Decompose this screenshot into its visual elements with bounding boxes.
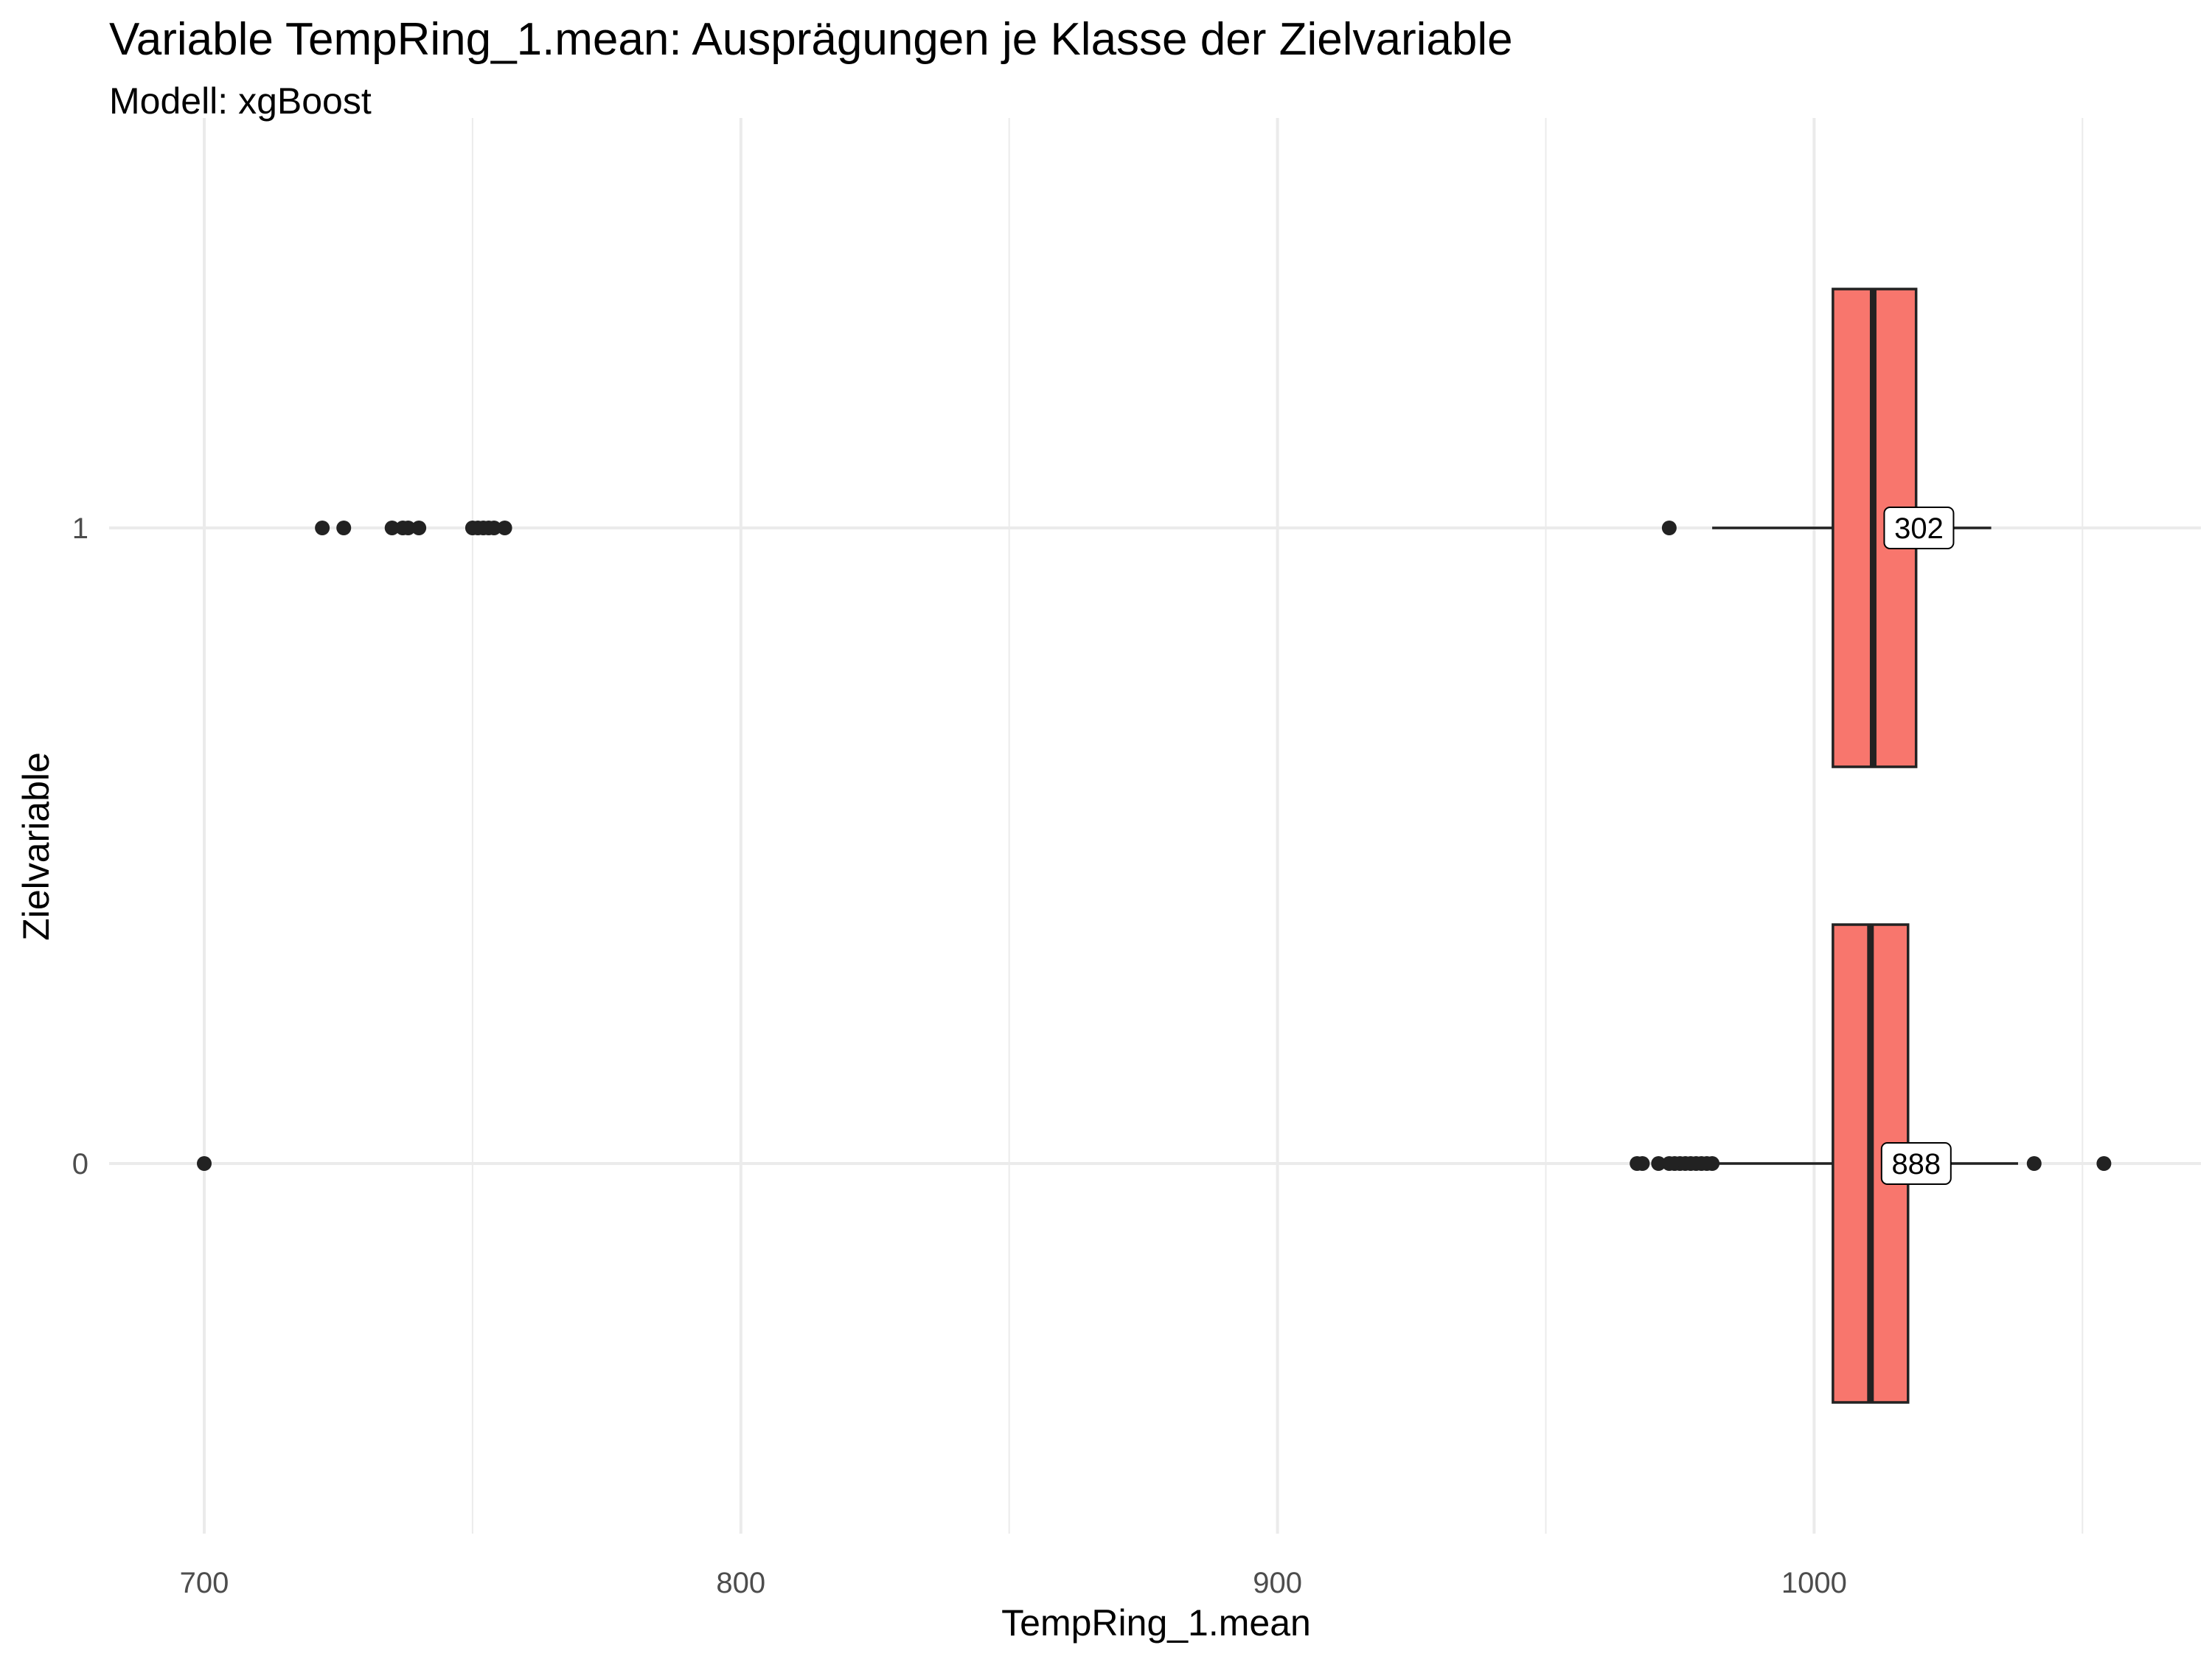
- count-label-box-0: [1880, 1142, 1952, 1185]
- outlier-point-1-4: [400, 521, 416, 535]
- x-tick-label-700: 700: [180, 1567, 229, 1599]
- y-tick-label-0: 0: [72, 1148, 88, 1180]
- count-labels: 302 888: [1880, 507, 1955, 1185]
- chart-title: Variable TempRing_1.mean: Ausprägungen j…: [109, 14, 1513, 65]
- outlier-point-0-12: [1705, 1156, 1720, 1171]
- outlier-point-0-13: [2026, 1156, 2042, 1171]
- count-label-box-1: [1883, 507, 1955, 549]
- chart-subtitle: Modell: xgBoost: [109, 80, 372, 122]
- y-tick-label-1: 1: [72, 512, 88, 545]
- count-label-1: 302: [1894, 512, 1944, 545]
- count-label-0: 888: [1891, 1148, 1941, 1180]
- outlier-point-1-10: [487, 521, 502, 535]
- outlier-point-0-14: [2096, 1156, 2112, 1171]
- x-axis-title: TempRing_1.mean: [1001, 1602, 1311, 1644]
- outlier-point-0-3: [1651, 1156, 1666, 1171]
- outlier-point-1-12: [1661, 521, 1677, 535]
- outlier-point-1-0: [315, 521, 330, 535]
- tick-labels: 700 800 900 1000 0 1: [72, 512, 1847, 1599]
- outlier-point-0-0: [197, 1156, 212, 1171]
- outlier-point-1-5: [411, 521, 427, 535]
- x-tick-label-900: 900: [1253, 1567, 1302, 1599]
- y-axis-title: Zielvariable: [15, 752, 57, 941]
- boxplot-marks: [197, 288, 2112, 1404]
- outlier-point-1-1: [336, 521, 352, 535]
- outlier-point-1-11: [497, 521, 512, 535]
- outlier-point-0-2: [1635, 1156, 1650, 1171]
- x-tick-label-1000: 1000: [1781, 1567, 1847, 1599]
- x-tick-label-800: 800: [716, 1567, 765, 1599]
- outlier-point-1-2: [384, 521, 400, 535]
